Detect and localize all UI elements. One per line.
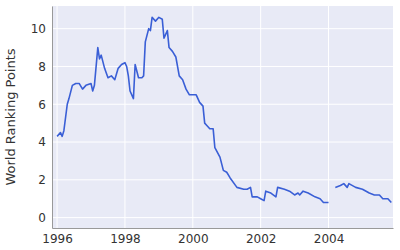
plot: 1996 1998 2000 2002 2004 0 2 4 6 8 10 <box>31 6 394 246</box>
grid-line <box>52 217 393 218</box>
x-tick: 2004 <box>314 228 345 246</box>
y-tick-label: 10 <box>31 22 46 36</box>
x-axis-line <box>53 228 394 229</box>
grid-line <box>57 6 58 228</box>
y-tick-label: 8 <box>38 60 46 74</box>
y-tick-label: 2 <box>38 173 46 187</box>
grid-line <box>328 6 329 228</box>
y-tick: 10 <box>31 22 52 36</box>
y-tick: 0 <box>38 211 52 225</box>
x-tick-label: 1998 <box>110 232 141 246</box>
x-tick-label: 2002 <box>246 232 277 246</box>
grid-line <box>260 6 261 228</box>
grid-line <box>52 142 393 143</box>
grid-line <box>52 66 393 67</box>
x-tick: 2002 <box>246 228 277 246</box>
y-tick-label: 4 <box>38 135 46 149</box>
x-tick-label: 1996 <box>42 232 73 246</box>
x-tick: 2000 <box>178 228 209 246</box>
plot-background <box>52 6 393 228</box>
grid-line <box>52 104 393 105</box>
x-tick-label: 2004 <box>314 232 345 246</box>
grid-line <box>192 6 193 228</box>
y-tick: 6 <box>38 98 52 112</box>
grid-line <box>52 28 393 29</box>
chart: 1996 1998 2000 2002 2004 0 2 4 6 8 10 World Ranking… <box>0 0 400 250</box>
grid-line <box>124 6 125 228</box>
grid-line <box>52 179 393 180</box>
y-axis-line <box>52 7 53 229</box>
series-line <box>57 17 391 202</box>
y-tick-label: 0 <box>38 211 46 225</box>
marks <box>57 17 391 202</box>
x-tick: 1998 <box>110 228 141 246</box>
y-axis: 0 2 4 6 8 10 <box>31 7 53 229</box>
y-tick: 8 <box>38 60 52 74</box>
y-axis-title: World Ranking Points <box>3 48 18 185</box>
x-axis: 1996 1998 2000 2002 2004 <box>42 228 393 246</box>
y-tick: 4 <box>38 135 52 149</box>
x-tick: 1996 <box>42 228 73 246</box>
grid <box>52 6 393 228</box>
y-tick-label: 6 <box>38 98 46 112</box>
x-tick-label: 2000 <box>178 232 209 246</box>
y-tick: 2 <box>38 173 52 187</box>
